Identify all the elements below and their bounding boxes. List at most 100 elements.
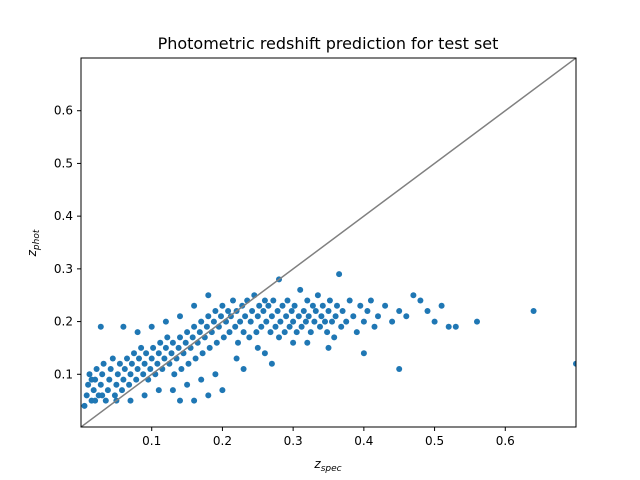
data-point bbox=[225, 308, 232, 314]
data-point bbox=[325, 308, 332, 314]
data-point bbox=[184, 381, 191, 388]
data-point bbox=[302, 318, 309, 325]
data-point bbox=[233, 355, 240, 362]
data-point bbox=[169, 339, 176, 346]
data-point bbox=[175, 344, 182, 351]
data-point bbox=[93, 366, 100, 372]
data-point bbox=[276, 334, 282, 341]
data-point bbox=[254, 313, 261, 320]
data-point bbox=[232, 323, 239, 330]
data-point bbox=[364, 308, 371, 314]
x-tick-label: 0.6 bbox=[496, 434, 515, 448]
data-point bbox=[304, 297, 311, 304]
data-point bbox=[284, 297, 291, 304]
y-tick-label: 0.4 bbox=[54, 209, 73, 223]
data-point bbox=[205, 292, 212, 299]
data-point bbox=[267, 329, 274, 336]
data-point bbox=[258, 323, 265, 330]
data-point bbox=[177, 313, 183, 320]
data-point bbox=[169, 387, 176, 394]
data-point bbox=[263, 318, 270, 325]
data-point bbox=[206, 344, 213, 351]
data-point bbox=[300, 308, 307, 314]
data-point bbox=[199, 350, 206, 357]
data-point bbox=[218, 313, 224, 320]
data-point bbox=[198, 376, 205, 383]
data-point bbox=[474, 318, 480, 325]
data-point bbox=[127, 397, 134, 404]
data-point bbox=[350, 313, 357, 320]
data-point bbox=[298, 323, 305, 330]
data-point bbox=[212, 371, 219, 378]
data-point bbox=[120, 323, 127, 330]
data-point bbox=[237, 318, 244, 325]
data-point bbox=[140, 371, 147, 378]
data-point bbox=[109, 355, 116, 362]
data-point bbox=[329, 318, 335, 325]
data-point bbox=[192, 355, 199, 362]
data-point bbox=[178, 366, 185, 372]
data-point bbox=[343, 318, 350, 325]
data-point bbox=[184, 329, 191, 336]
data-point bbox=[375, 313, 381, 320]
data-point bbox=[97, 323, 104, 330]
axes: 0.1 0.2 0.3 0.4 0.5 0.6 0.1 0.2 0.3 0.4 0.5 0.6 bbox=[54, 57, 577, 448]
data-point bbox=[164, 334, 171, 341]
x-axis-label: zspec bbox=[313, 457, 341, 474]
data-point bbox=[279, 302, 286, 309]
data-point bbox=[124, 355, 130, 362]
data-point bbox=[220, 334, 227, 341]
data-point bbox=[133, 376, 140, 383]
reference-line bbox=[81, 58, 576, 427]
data-point bbox=[325, 344, 332, 351]
data-point bbox=[261, 297, 268, 304]
data-point bbox=[346, 297, 353, 304]
data-point bbox=[162, 344, 169, 351]
data-point bbox=[121, 366, 128, 372]
data-point bbox=[431, 318, 438, 325]
data-point bbox=[357, 302, 364, 309]
data-point bbox=[326, 297, 333, 304]
y-axis-label: zphot bbox=[25, 229, 42, 257]
data-point bbox=[143, 350, 150, 357]
x-axis-label-base: z bbox=[313, 457, 321, 471]
data-point bbox=[317, 323, 323, 330]
data-point bbox=[114, 371, 121, 378]
data-point bbox=[332, 313, 339, 320]
data-point bbox=[205, 392, 212, 399]
y-axis-label-base: z bbox=[25, 249, 39, 257]
data-point bbox=[198, 318, 205, 325]
data-point bbox=[396, 366, 403, 372]
data-point bbox=[324, 329, 331, 336]
plot-area bbox=[81, 58, 576, 427]
data-point bbox=[226, 329, 233, 336]
data-point bbox=[573, 360, 576, 367]
data-point bbox=[254, 344, 261, 351]
data-point bbox=[141, 392, 148, 399]
y-tick-label: 0.5 bbox=[54, 156, 73, 170]
data-point bbox=[185, 360, 192, 367]
data-point bbox=[311, 318, 318, 325]
data-point bbox=[205, 313, 212, 320]
data-point bbox=[126, 381, 133, 388]
data-point bbox=[134, 366, 141, 372]
data-point bbox=[147, 366, 154, 372]
data-point bbox=[293, 329, 300, 336]
data-point bbox=[312, 308, 319, 314]
data-point bbox=[367, 297, 374, 304]
data-point bbox=[272, 323, 279, 330]
data-point bbox=[141, 360, 148, 367]
data-point bbox=[99, 392, 106, 399]
x-tick-label: 0.2 bbox=[213, 434, 232, 448]
data-point bbox=[177, 397, 183, 404]
data-point bbox=[161, 355, 168, 362]
data-point bbox=[396, 308, 403, 314]
data-point bbox=[331, 334, 338, 341]
data-point bbox=[295, 313, 302, 320]
data-point bbox=[318, 313, 325, 320]
data-point bbox=[88, 376, 95, 383]
data-point bbox=[353, 329, 360, 336]
x-tick-label: 0.3 bbox=[284, 434, 303, 448]
data-point bbox=[265, 302, 272, 309]
